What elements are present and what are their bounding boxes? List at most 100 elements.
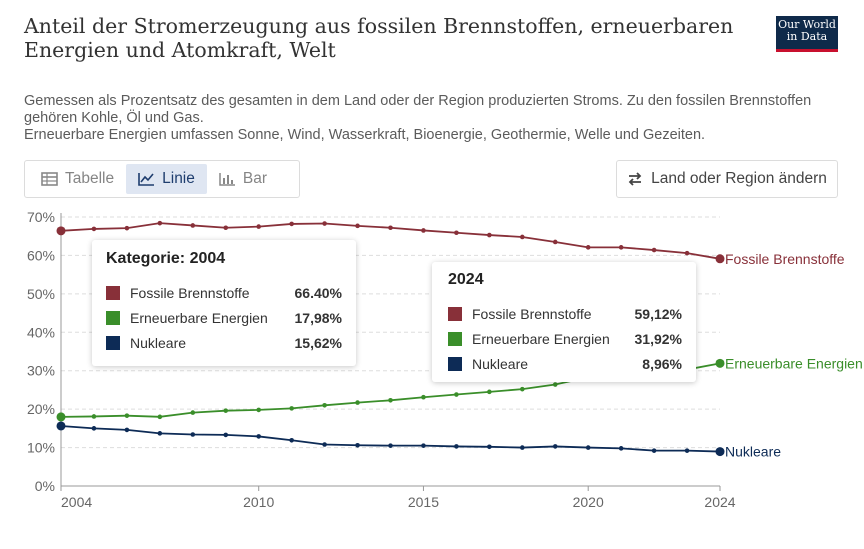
data-point-fossil [289, 221, 294, 227]
data-point-fossil [256, 224, 262, 229]
tab-table[interactable]: Tabelle [29, 164, 126, 194]
data-point-nuclear [124, 427, 130, 433]
data-point-nuclear [355, 442, 360, 448]
data-point-renewable [91, 414, 97, 419]
data-point-nuclear [388, 443, 393, 448]
data-point-nuclear [190, 432, 196, 437]
y-tick-label: 30% [27, 363, 55, 379]
data-point-nuclear [684, 448, 690, 453]
tab-line[interactable]: Linie [126, 164, 207, 194]
subtitle-line-1: Gemessen als Prozentsatz des gesamten in… [24, 93, 812, 126]
tooltip-row-value: 8,96% [642, 355, 682, 372]
tooltip-2024: 2024 Fossile Brennstoffe 59,12% Erneuerb… [432, 262, 696, 382]
y-tick-label: 60% [27, 247, 55, 263]
data-point-renewable [421, 394, 426, 400]
owid-logo[interactable]: Our World in Data [776, 16, 838, 52]
y-tick-label: 20% [27, 401, 55, 417]
data-point-renewable [388, 398, 393, 403]
data-point-nuclear [256, 434, 262, 439]
table-icon [41, 172, 58, 186]
data-point-fossil [552, 239, 558, 245]
data-point-renewable [715, 358, 725, 368]
data-point-renewable [157, 414, 163, 420]
renewable-swatch [448, 331, 462, 346]
data-point-fossil [124, 225, 130, 231]
data-point-renewable [289, 406, 294, 411]
tab-line-label: Linie [162, 170, 195, 187]
fossil-swatch [448, 306, 462, 321]
data-point-nuclear [91, 426, 97, 431]
x-tick-label: 2010 [243, 494, 274, 510]
y-tick-label: 50% [27, 286, 55, 302]
data-point-renewable [56, 412, 66, 422]
data-point-nuclear [421, 443, 426, 448]
tooltip-row-label: Fossile Brennstoffe [130, 284, 250, 301]
data-point-nuclear [651, 448, 657, 453]
renewable-swatch [106, 310, 120, 325]
nuclear-swatch [448, 356, 462, 371]
fossil-swatch [106, 285, 120, 300]
x-tick-label: 2004 [61, 494, 92, 510]
x-tick-label: 2024 [704, 494, 735, 510]
change-region-button[interactable]: Land oder Region ändern [616, 160, 838, 198]
tooltip-row-value: 66.40% [294, 284, 342, 301]
series-label-fossil: Fossile Brennstoffe [725, 251, 845, 267]
data-point-fossil [56, 226, 66, 236]
data-point-fossil [454, 230, 459, 236]
logo-line-1: Our World [778, 18, 836, 31]
data-point-nuclear [715, 447, 725, 457]
data-point-renewable [520, 386, 525, 392]
series-label-nuclear: Nukleare [725, 444, 781, 460]
tooltip-row-label: Nukleare [130, 334, 187, 351]
data-point-fossil [190, 223, 196, 228]
x-tick-label: 2020 [573, 494, 604, 510]
series-label-renewable: Erneuerbare Energien [725, 355, 863, 371]
data-point-nuclear [585, 445, 591, 450]
data-point-fossil [684, 250, 690, 256]
tooltip-2024-title: 2024 [448, 271, 484, 288]
tooltip-2004: Kategorie: 2004 Fossile Brennstoffe 66.4… [92, 240, 356, 366]
data-point-fossil [651, 247, 657, 253]
tooltip-row-label: Erneuerbare Energien [472, 330, 610, 347]
tab-bar-label: Bar [242, 170, 267, 187]
data-point-renewable [256, 407, 262, 413]
data-point-fossil [421, 228, 426, 233]
subtitle-line-2: Erneuerbare Energien umfassen Sonne, Win… [24, 127, 706, 143]
data-point-fossil [157, 220, 163, 226]
x-tick-label: 2015 [408, 494, 439, 510]
data-point-nuclear [322, 442, 327, 447]
data-point-nuclear [157, 431, 163, 436]
tab-bar[interactable]: Bar [207, 164, 279, 194]
tooltip-2004-title: Kategorie: 2004 [106, 250, 226, 267]
line-chart-icon [138, 173, 155, 186]
data-point-fossil [585, 245, 591, 250]
data-point-renewable [355, 400, 360, 405]
tooltip-row-value: 59,12% [634, 305, 682, 322]
data-point-nuclear [520, 445, 525, 450]
y-tick-label: 70% [27, 209, 55, 225]
data-point-fossil [223, 225, 229, 231]
data-point-fossil [355, 223, 360, 229]
tooltip-2024-row-nuclear: Nukleare 8,96% [448, 351, 682, 376]
y-tick-label: 0% [35, 478, 55, 494]
data-point-nuclear [618, 446, 624, 451]
tooltip-row-value: 31,92% [634, 330, 682, 347]
data-point-fossil [520, 234, 525, 240]
data-point-nuclear [56, 421, 66, 431]
data-point-renewable [454, 392, 459, 397]
data-point-fossil [322, 221, 327, 226]
tooltip-row-label: Fossile Brennstoffe [472, 305, 592, 322]
data-point-renewable [190, 410, 196, 415]
data-point-renewable [552, 382, 558, 387]
data-point-fossil [91, 226, 97, 232]
tooltip-2024-row-fossil: Fossile Brennstoffe 59,12% [448, 301, 682, 326]
data-point-renewable [322, 403, 327, 408]
data-point-nuclear [552, 444, 558, 449]
bar-chart-icon [219, 173, 235, 186]
data-point-renewable [487, 389, 492, 395]
data-point-nuclear [223, 432, 229, 438]
tooltip-row-value: 17,98% [294, 309, 342, 326]
change-region-label: Land oder Region ändern [651, 170, 827, 187]
tooltip-2004-row-fossil: Fossile Brennstoffe 66.40% [106, 280, 342, 305]
